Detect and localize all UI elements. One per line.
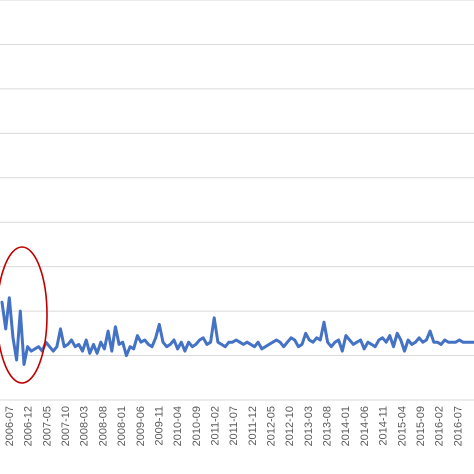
x-tick-label: 2011-07 (228, 406, 240, 446)
x-axis-tick-labels: 2006-07 2006-12 2007-05 2007-10 2008-03 2008-… (4, 406, 464, 446)
x-tick-label: 2016-07 (452, 406, 464, 446)
x-tick-label: 2014-06 (359, 406, 371, 446)
x-tick-label: 2011-02 (209, 406, 221, 446)
x-tick-label: 2008-08 (97, 406, 109, 446)
x-tick-label: 2015-04 (396, 406, 408, 446)
gridlines (0, 0, 474, 401)
x-tick-label: 2010-09 (191, 406, 203, 446)
x-tick-label: 2007-05 (41, 406, 53, 446)
x-tick-label: 2011-12 (247, 406, 259, 446)
series-line (0, 296, 474, 366)
x-tick-label: 2008-01 (116, 406, 128, 446)
x-tick-label: 2009-06 (135, 406, 147, 446)
x-tick-label: 2013-08 (322, 406, 334, 446)
x-tick-label: 2014-01 (340, 406, 352, 446)
x-tick-label: 2009-11 (153, 406, 165, 446)
highlight-ellipse (0, 246, 48, 384)
x-tick-label: 2012-05 (266, 406, 278, 446)
x-tick-label: 2006-07 (4, 406, 16, 446)
x-tick-label: 2006-12 (23, 406, 35, 446)
x-tick-label: 2010-04 (172, 406, 184, 446)
x-tick-label: 2016-02 (434, 406, 446, 446)
x-tick-label: 2012-10 (284, 406, 296, 446)
x-tick-label: 2008-03 (79, 406, 91, 446)
x-tick-label: 2007-10 (60, 406, 72, 446)
x-tick-label: 2014-11 (378, 406, 390, 446)
x-tick-label: 2015-09 (415, 406, 427, 446)
x-tick-label: 2013-03 (303, 406, 315, 446)
